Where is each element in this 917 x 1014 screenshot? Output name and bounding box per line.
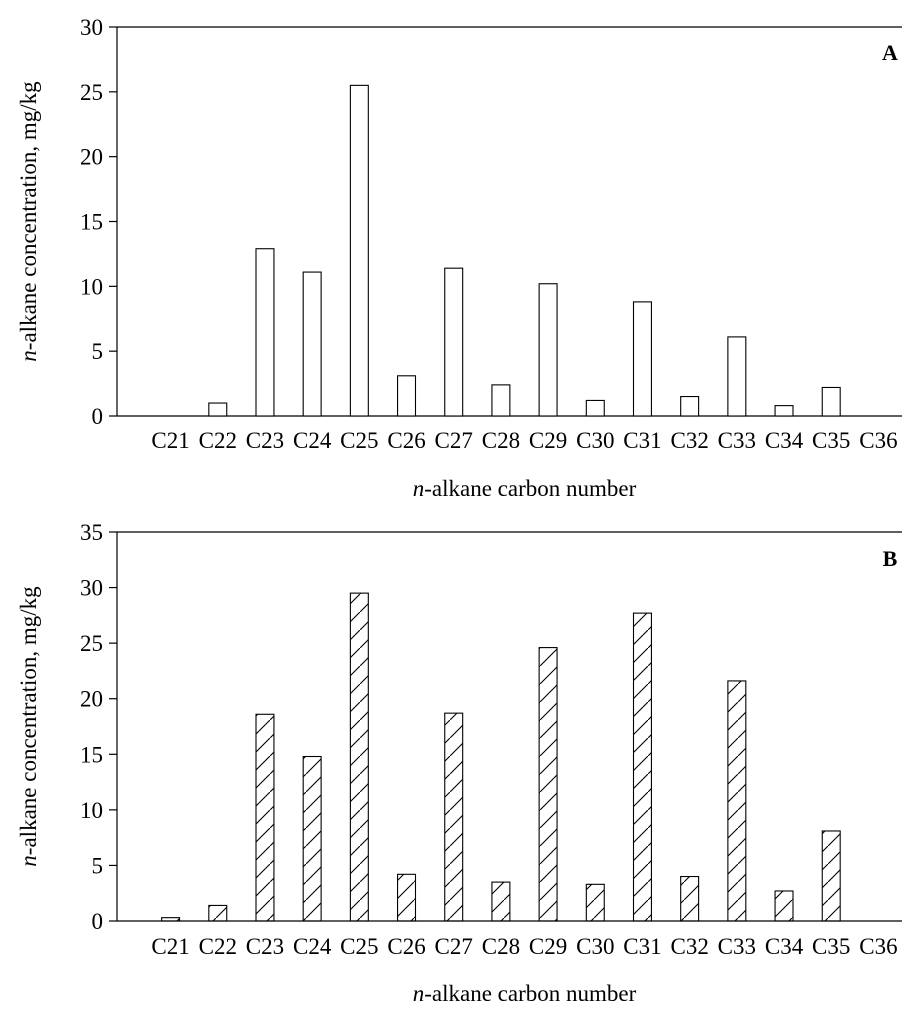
x-tick-label: C25 — [340, 934, 378, 959]
bar-c33 — [727, 680, 747, 922]
x-tick-label: C31 — [623, 428, 661, 453]
x-tick-label: C33 — [718, 428, 756, 453]
x-tick-label: C33 — [718, 934, 756, 959]
bar-c26 — [397, 873, 417, 922]
panel-a: 0 5 10 15 20 25 30 C21 C22 C23 C24 C25 C26 C27 C28 C29 C… — [16, 15, 902, 501]
x-tick-label: C25 — [340, 428, 378, 453]
bar-c22 — [208, 904, 228, 922]
x-axis-title: n-alkane carbon number — [413, 476, 637, 501]
y-tick-label: 0 — [92, 404, 104, 429]
bar-c29 — [538, 283, 558, 417]
x-axis-title-italic: n — [413, 476, 425, 501]
x-tick-label: C23 — [246, 428, 284, 453]
bar-c24 — [302, 271, 322, 417]
x-tick-label: C29 — [529, 428, 567, 453]
panel-label: A — [882, 40, 898, 65]
x-tick-label: C30 — [576, 934, 614, 959]
bar-c26 — [397, 375, 417, 417]
x-axis-title-rest: -alkane carbon number — [424, 476, 636, 501]
y-tick-label: 10 — [80, 274, 103, 299]
bar-c35 — [821, 386, 841, 417]
x-tick-label: C35 — [812, 934, 850, 959]
y-tick-label: 20 — [80, 145, 103, 170]
x-tick-label: C32 — [670, 428, 708, 453]
y-tick-label: 25 — [80, 631, 103, 656]
y-tick-label: 15 — [80, 742, 103, 767]
x-tick-label: C26 — [387, 934, 425, 959]
x-tick-label: C21 — [151, 934, 189, 959]
x-tick-label: C29 — [529, 934, 567, 959]
bar-c34 — [774, 890, 794, 922]
x-tick-label: C28 — [482, 934, 520, 959]
y-tick-label: 35 — [80, 520, 103, 545]
y-axis-title: n-alkane concentration, mg/kg — [16, 81, 41, 362]
x-tick-label: C22 — [199, 428, 237, 453]
y-tick-label: 5 — [92, 339, 104, 364]
y-axis-title-rest: -alkane concentration, mg/kg — [16, 586, 41, 855]
x-tick-label: C27 — [435, 428, 473, 453]
y-tick-label: 30 — [80, 15, 103, 40]
x-tick-label: C21 — [151, 428, 189, 453]
bar-c31 — [632, 612, 652, 922]
x-tick-label: C31 — [623, 934, 661, 959]
y-tick-label: 20 — [80, 687, 103, 712]
bar-c23 — [255, 713, 275, 922]
x-tick-label: C28 — [482, 428, 520, 453]
x-axis-title-italic: n — [413, 981, 425, 1006]
bar-c34 — [774, 405, 794, 417]
y-axis-title-rest: -alkane concentration, mg/kg — [16, 81, 41, 350]
bar-c27 — [444, 267, 464, 417]
x-tick-label: C35 — [812, 428, 850, 453]
panel-label: B — [883, 546, 898, 571]
bar-c21 — [161, 917, 181, 922]
x-tick-label: C36 — [859, 428, 897, 453]
y-tick-label: 30 — [80, 576, 103, 601]
bar-c32 — [680, 875, 700, 922]
bar-c35 — [821, 830, 841, 922]
y-axis-title-italic: n — [16, 855, 41, 867]
bar-c24 — [302, 755, 322, 922]
x-tick-label: C24 — [293, 428, 332, 453]
x-tick-label: C23 — [246, 934, 284, 959]
bar-c29 — [538, 647, 558, 922]
x-tick-label: C22 — [199, 934, 237, 959]
x-axis-title-rest: -alkane carbon number — [424, 981, 636, 1006]
bar-c33 — [727, 336, 747, 417]
y-axis-title: n-alkane concentration, mg/kg — [16, 586, 41, 867]
bar-c27 — [444, 712, 464, 922]
bar-c32 — [680, 395, 700, 417]
panel-b: 0 5 10 15 20 25 30 35 C21 C22 C23 C24 C25 C26 C27 C28 C2… — [16, 520, 902, 1006]
bar-c30 — [585, 399, 605, 417]
x-axis-title: n-alkane carbon number — [413, 981, 637, 1006]
x-tick-label: C36 — [859, 934, 897, 959]
y-tick-label: 5 — [92, 853, 104, 878]
bar-c31 — [632, 301, 652, 417]
bar-c28 — [491, 881, 511, 922]
y-tick-label: 15 — [80, 210, 103, 235]
x-tick-label: C27 — [435, 934, 473, 959]
bar-c25 — [349, 84, 369, 417]
x-tick-label: C32 — [670, 934, 708, 959]
x-tick-label: C24 — [293, 934, 332, 959]
y-tick-label: 25 — [80, 80, 103, 105]
y-axis-title-italic: n — [16, 350, 41, 362]
x-tick-label: C34 — [765, 934, 804, 959]
bar-c25 — [349, 592, 369, 922]
x-tick-label: C30 — [576, 428, 614, 453]
bar-c28 — [491, 384, 511, 417]
bar-c23 — [255, 248, 275, 417]
y-tick-label: 0 — [92, 909, 104, 934]
x-tick-label: C34 — [765, 428, 804, 453]
y-tick-label: 10 — [80, 798, 103, 823]
x-tick-label: C26 — [387, 428, 425, 453]
bar-c22 — [208, 402, 228, 417]
bar-c30 — [585, 883, 605, 922]
